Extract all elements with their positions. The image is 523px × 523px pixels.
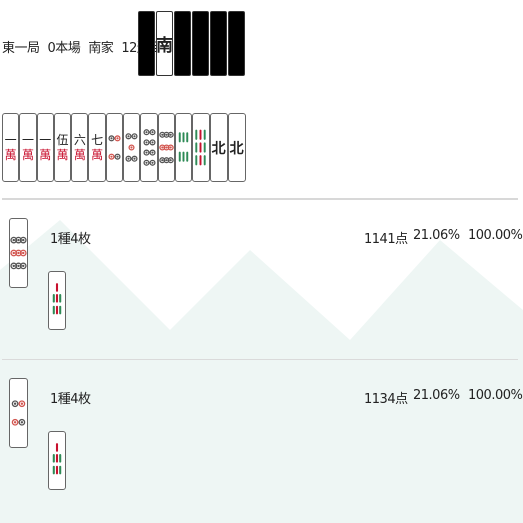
wait-tile	[48, 431, 66, 490]
circle-pips-icon	[11, 400, 26, 426]
dora-indicators: 南	[138, 11, 245, 76]
sou-tile	[192, 113, 210, 182]
tile-face: 六萬	[74, 134, 86, 161]
pin-tile	[9, 378, 28, 448]
circle-pips-icon	[108, 135, 121, 160]
sou-tile	[48, 431, 66, 490]
tile-face: 一萬	[39, 134, 51, 161]
pin-tile	[123, 113, 141, 182]
tile-number: 一	[21, 133, 34, 147]
discard-tile[interactable]	[9, 378, 28, 448]
honor-tile: 北	[209, 113, 228, 182]
face-down-tile	[192, 11, 209, 76]
circle-pips-icon	[142, 129, 156, 166]
man-tile: 七萬	[88, 113, 106, 182]
bamboo-pips-icon	[178, 132, 189, 162]
player-hand: 一萬一萬一萬伍萬六萬七萬北北	[2, 113, 246, 182]
sou-tile	[48, 271, 66, 330]
man-tile: 一萬	[19, 113, 37, 182]
sou-tile	[174, 113, 193, 182]
circle-pips-icon	[125, 133, 138, 162]
tenpai-probability: 100.00%	[468, 228, 523, 243]
man-tile: 一萬	[2, 113, 20, 182]
honba-label: 0本場	[47, 41, 81, 56]
dora-indicator-tile: 南	[156, 11, 173, 76]
discard-tile[interactable]	[9, 218, 28, 288]
bamboo-pips-icon	[195, 129, 207, 166]
tile-number: 一	[39, 133, 52, 147]
circle-pips-icon	[159, 131, 174, 164]
tile-number: 六	[73, 133, 86, 147]
face-down-tile	[228, 11, 245, 76]
divider	[2, 359, 518, 360]
tile-suit: 萬	[39, 148, 52, 162]
tile-face: 北	[211, 140, 226, 157]
round-info: 東一局0本場南家12巡目	[2, 37, 162, 56]
pin-tile	[140, 113, 158, 182]
tile-suit: 萬	[73, 148, 86, 162]
seat-label: 南家	[88, 41, 114, 56]
honor-tile: 北	[227, 113, 246, 182]
tile-face: 北	[229, 140, 244, 157]
tile-face: 一萬	[22, 134, 34, 161]
face-down-tile	[138, 11, 155, 76]
tenpai-probability: 100.00%	[468, 388, 523, 403]
tile-number: 一	[4, 133, 17, 147]
face-down-tile	[174, 11, 191, 76]
round-label: 東一局	[2, 41, 40, 56]
expected-points: 1141点	[364, 232, 408, 247]
tile-face: 七萬	[91, 134, 103, 161]
divider	[2, 198, 518, 200]
expected-points: 1134点	[364, 392, 408, 407]
win-probability: 21.06%	[413, 388, 460, 403]
pin-tile	[157, 113, 175, 182]
circle-pips-icon	[10, 236, 27, 270]
tile-suit: 萬	[56, 148, 69, 162]
man-tile: 一萬	[36, 113, 54, 182]
win-probability: 21.06%	[413, 228, 460, 243]
tile-number: 伍	[56, 133, 69, 147]
tile-suit: 萬	[4, 148, 17, 162]
tile-suit: 萬	[21, 148, 34, 162]
wait-kinds-count: 1種4枚	[50, 392, 91, 407]
tile-suit: 萬	[91, 148, 104, 162]
bamboo-pips-icon	[52, 443, 62, 475]
tile-number: 七	[91, 133, 104, 147]
wait-tile	[48, 271, 66, 330]
bamboo-pips-icon	[52, 283, 62, 315]
pin-tile	[9, 218, 28, 288]
tile-face: 伍萬	[57, 134, 69, 161]
wait-kinds-count: 1種4枚	[50, 232, 91, 247]
man-tile: 伍萬	[53, 113, 72, 182]
tile-face: 一萬	[5, 134, 17, 161]
man-tile: 六萬	[71, 113, 89, 182]
face-down-tile	[210, 11, 227, 76]
pin-tile	[105, 113, 124, 182]
